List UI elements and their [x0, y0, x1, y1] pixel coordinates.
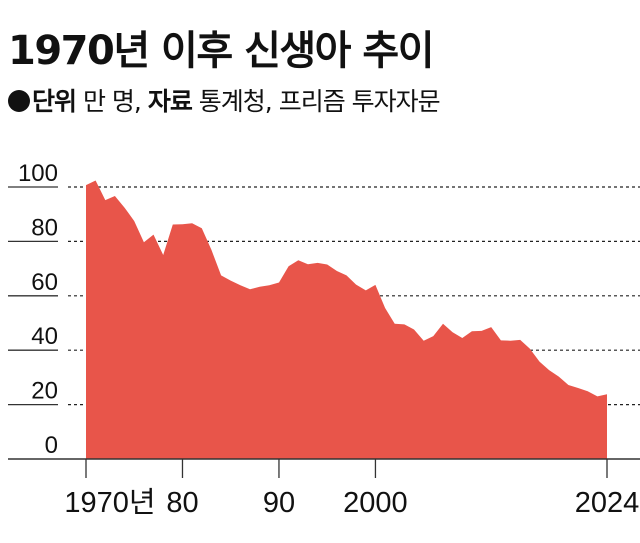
births-area — [86, 180, 607, 459]
y-tick-label: 40 — [31, 323, 58, 350]
chart-subtitle: 단위 만 명, 자료 통계청, 프리즘 투자자문 — [8, 82, 441, 118]
chart-title: 1970년 이후 신생아 추이 — [8, 28, 435, 74]
x-tick-label: 2000 — [343, 487, 408, 519]
x-axis-labels: 1970년 80 90 2000 2024 — [64, 487, 639, 519]
y-tick-label: 20 — [31, 378, 58, 405]
x-tick-label: 90 — [263, 487, 295, 519]
source-value: 통계청, 프리즘 투자자문 — [198, 87, 441, 116]
axes — [8, 458, 640, 478]
unit-value: 만 명, — [82, 87, 142, 116]
x-tick-label: 1970년 — [64, 487, 155, 519]
y-axis-labels: 0 20 40 60 80 100 — [18, 160, 58, 459]
y-tick-label: 80 — [31, 214, 58, 241]
x-tick-label: 80 — [166, 487, 198, 519]
source-label: 자료 — [147, 87, 193, 116]
x-tick-label: 2024 — [575, 487, 640, 519]
y-tick-label: 0 — [45, 432, 58, 459]
unit-label: 단위 — [32, 87, 77, 116]
y-tick-label: 100 — [18, 160, 58, 187]
y-tick-label: 60 — [31, 269, 58, 296]
bullet-icon — [8, 90, 30, 112]
